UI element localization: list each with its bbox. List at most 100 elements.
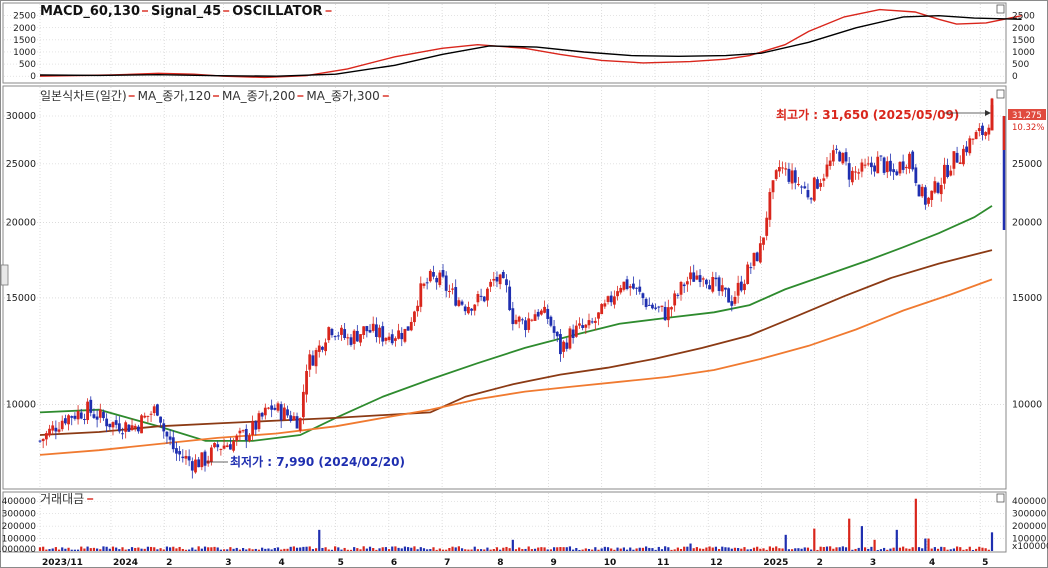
volume-bar xyxy=(353,547,356,551)
volume-bar xyxy=(264,548,267,551)
panel-title-part: MA_종가,200 xyxy=(222,89,295,103)
candle-body xyxy=(292,416,296,421)
candle-body xyxy=(854,171,857,173)
candle-body xyxy=(60,420,64,430)
candle-body xyxy=(140,415,143,434)
price-y-tick-label: 30000 xyxy=(6,111,36,122)
candle-body xyxy=(79,412,83,419)
volume-bar xyxy=(844,547,848,551)
candle-body xyxy=(374,324,378,337)
volume-bar xyxy=(781,548,784,551)
volume-bar xyxy=(67,547,70,551)
candle-body xyxy=(720,285,724,292)
candle-body xyxy=(746,264,750,284)
volume-bar xyxy=(261,547,264,551)
window-control-icon[interactable] xyxy=(996,4,1005,14)
volume-bar xyxy=(568,546,572,551)
candle-body xyxy=(181,456,185,459)
candle-body xyxy=(63,418,67,424)
candle-body xyxy=(692,272,696,282)
volume-bar xyxy=(286,548,289,551)
macd-y-tick-label: 1000 xyxy=(1012,48,1035,58)
volume-bar xyxy=(613,549,616,551)
volume-bar xyxy=(429,549,432,551)
candle-body xyxy=(92,414,96,418)
candle-body xyxy=(946,164,949,177)
volume-bar xyxy=(403,546,407,551)
candle-body xyxy=(317,345,321,352)
volume-bar xyxy=(340,549,343,551)
volume-bar xyxy=(302,546,305,551)
volume-bar xyxy=(822,547,825,551)
candle-body xyxy=(130,425,134,431)
volume-bar xyxy=(76,549,80,551)
candle-body xyxy=(378,327,381,338)
candle-body xyxy=(260,412,264,417)
volume-bar xyxy=(594,547,597,551)
volume-bar xyxy=(832,548,835,551)
scroll-handle-icon[interactable] xyxy=(0,264,9,286)
volume-bar xyxy=(816,549,819,551)
volume-bar xyxy=(235,547,238,551)
candle-body xyxy=(562,341,565,352)
candle-body xyxy=(121,433,124,435)
candle-body xyxy=(571,329,575,338)
volume-bar xyxy=(327,549,330,551)
x-tick-label: 4 xyxy=(929,558,935,568)
high-price-annotation: 최고가 : 31,650 (2025/05/09) xyxy=(776,107,959,122)
candle-body xyxy=(197,459,201,468)
volume-bar xyxy=(533,548,537,551)
candle-body xyxy=(457,300,461,306)
candle-body xyxy=(835,148,838,150)
volume-bar xyxy=(318,529,321,551)
volume-bar xyxy=(705,547,708,551)
candle-body xyxy=(251,421,255,435)
candle-body xyxy=(695,275,699,280)
candle-body xyxy=(666,307,670,321)
volume-bar xyxy=(955,546,959,551)
candle-body xyxy=(927,197,930,204)
volume-bar xyxy=(790,549,794,551)
volume-bar xyxy=(692,548,695,551)
candle-body xyxy=(400,332,404,340)
volume-bar xyxy=(733,547,737,551)
candle-body xyxy=(879,155,883,157)
candle-body xyxy=(498,274,502,285)
volume-bar xyxy=(410,547,413,551)
change-percent-value: 10.32% xyxy=(1012,123,1044,133)
candle-body xyxy=(679,281,683,295)
candle-body xyxy=(387,336,391,341)
volume-bar xyxy=(829,546,832,551)
candle-body xyxy=(793,170,797,183)
volume-bar xyxy=(454,547,457,551)
volume-bar xyxy=(984,548,987,551)
volume-bar xyxy=(292,546,295,551)
volume-bar xyxy=(83,548,86,551)
volume-bar xyxy=(752,547,756,551)
volume-bar xyxy=(905,548,908,551)
window-control-icon[interactable] xyxy=(996,493,1005,503)
volume-bar xyxy=(337,547,340,551)
volume-bar xyxy=(892,547,895,551)
candle-body xyxy=(673,293,677,306)
volume-bar xyxy=(600,548,603,551)
volume-bar xyxy=(721,546,724,551)
volume-bar xyxy=(48,549,51,551)
volume-bar xyxy=(102,546,105,551)
volume-bar xyxy=(629,547,632,551)
candle-body xyxy=(324,342,327,352)
volume-bar xyxy=(137,547,140,551)
candle-body xyxy=(178,451,182,455)
volume-bar xyxy=(362,546,365,551)
volume-bar xyxy=(422,548,426,551)
candle-body xyxy=(638,286,642,292)
macd-y-tick-label: 0 xyxy=(1012,72,1018,82)
candle-body xyxy=(171,437,175,450)
window-control-icon[interactable] xyxy=(996,89,1005,99)
volume-bar xyxy=(368,546,372,551)
candle-body xyxy=(403,328,407,342)
volume-bar xyxy=(949,549,952,551)
candle-body xyxy=(777,167,781,172)
x-tick-label: 10 xyxy=(604,558,617,568)
volume-bar xyxy=(908,548,911,551)
